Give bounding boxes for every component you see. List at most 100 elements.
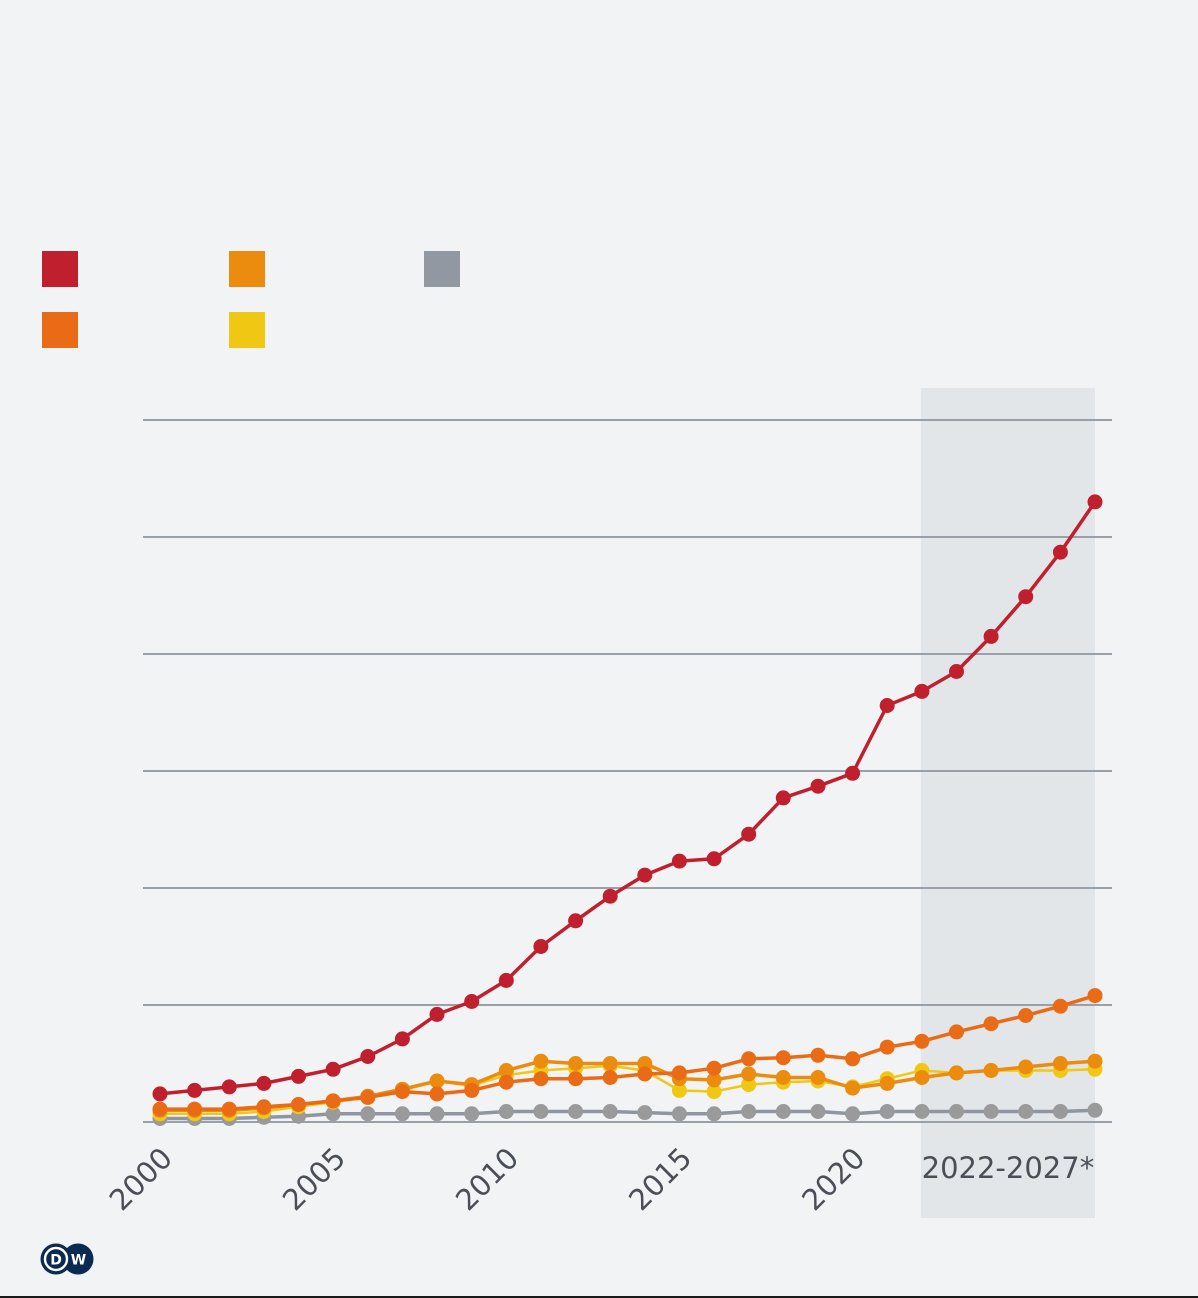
data-point-yellow-2017[interactable]: [741, 1077, 757, 1093]
data-point-red-2026[interactable]: [1052, 544, 1068, 560]
data-point-light-orange-2020[interactable]: [845, 1080, 861, 1096]
data-point-gray-2007[interactable]: [394, 1106, 410, 1122]
data-point-dark-orange-2016[interactable]: [706, 1060, 722, 1076]
data-point-dark-orange-2005[interactable]: [325, 1093, 341, 1109]
data-point-red-2024[interactable]: [983, 628, 999, 644]
data-point-gray-2026[interactable]: [1052, 1104, 1068, 1119]
data-point-dark-orange-2015[interactable]: [671, 1065, 687, 1081]
data-point-red-2027[interactable]: [1087, 494, 1103, 510]
data-point-red-2010[interactable]: [498, 972, 514, 988]
data-point-yellow-2016[interactable]: [706, 1084, 722, 1100]
data-point-red-2001[interactable]: [187, 1082, 203, 1098]
data-point-red-2017[interactable]: [741, 826, 757, 842]
data-point-red-2020[interactable]: [845, 765, 861, 781]
data-point-dark-orange-2022[interactable]: [914, 1033, 930, 1049]
data-point-red-2011[interactable]: [533, 939, 549, 954]
data-point-gray-2014[interactable]: [637, 1105, 653, 1121]
data-point-red-2000[interactable]: [152, 1086, 168, 1102]
data-point-gray-2009[interactable]: [464, 1106, 480, 1122]
data-point-dark-orange-2011[interactable]: [533, 1071, 549, 1087]
data-point-dark-orange-2006[interactable]: [360, 1089, 376, 1105]
data-point-dark-orange-2017[interactable]: [741, 1051, 757, 1067]
data-point-red-2013[interactable]: [602, 888, 618, 904]
data-point-gray-2025[interactable]: [1018, 1104, 1034, 1119]
data-point-dark-orange-2027[interactable]: [1087, 988, 1103, 1004]
data-point-dark-orange-2024[interactable]: [983, 1016, 999, 1032]
data-point-red-2016[interactable]: [706, 851, 722, 867]
data-point-dark-orange-2000[interactable]: [152, 1101, 168, 1117]
data-point-red-2003[interactable]: [256, 1075, 272, 1091]
data-point-gray-2021[interactable]: [879, 1104, 895, 1119]
data-point-gray-2012[interactable]: [568, 1104, 584, 1119]
data-point-dark-orange-2018[interactable]: [775, 1050, 791, 1066]
data-point-dark-orange-2026[interactable]: [1052, 998, 1068, 1014]
data-point-gray-2005[interactable]: [325, 1106, 341, 1122]
data-point-light-orange-2014[interactable]: [637, 1056, 653, 1071]
data-point-gray-2017[interactable]: [741, 1104, 757, 1119]
data-point-red-2015[interactable]: [671, 853, 687, 869]
data-point-dark-orange-2025[interactable]: [1018, 1008, 1034, 1023]
data-point-red-2005[interactable]: [325, 1061, 341, 1077]
data-point-dark-orange-2013[interactable]: [602, 1070, 618, 1085]
data-point-dark-orange-2012[interactable]: [568, 1071, 584, 1087]
data-point-red-2007[interactable]: [394, 1031, 410, 1047]
data-point-dark-orange-2014[interactable]: [637, 1066, 653, 1082]
data-point-gray-2006[interactable]: [360, 1106, 376, 1122]
data-point-red-2006[interactable]: [360, 1049, 376, 1064]
data-point-light-orange-2023[interactable]: [949, 1065, 964, 1081]
data-point-red-2018[interactable]: [775, 790, 791, 806]
data-point-red-2021[interactable]: [879, 698, 895, 713]
data-point-red-2019[interactable]: [810, 778, 826, 794]
data-point-red-2009[interactable]: [464, 994, 480, 1009]
data-point-light-orange-2013[interactable]: [602, 1056, 618, 1071]
data-point-dark-orange-2020[interactable]: [845, 1051, 861, 1067]
data-point-dark-orange-2010[interactable]: [498, 1074, 514, 1090]
data-point-gray-2024[interactable]: [983, 1104, 999, 1119]
data-point-red-2014[interactable]: [637, 867, 653, 883]
data-point-red-2002[interactable]: [221, 1079, 237, 1095]
legend-swatch-gray[interactable]: [424, 251, 460, 287]
data-point-red-2008[interactable]: [429, 1006, 445, 1022]
data-point-gray-2027[interactable]: [1087, 1102, 1103, 1118]
data-point-light-orange-2016[interactable]: [706, 1072, 722, 1088]
data-point-light-orange-2027[interactable]: [1087, 1053, 1103, 1069]
data-point-red-2012[interactable]: [568, 913, 584, 929]
data-point-gray-2013[interactable]: [602, 1104, 618, 1119]
data-point-gray-2022[interactable]: [914, 1104, 930, 1119]
data-point-gray-2023[interactable]: [949, 1104, 964, 1119]
data-point-gray-2015[interactable]: [671, 1106, 687, 1122]
data-point-gray-2016[interactable]: [706, 1106, 722, 1122]
legend-swatch-yellow[interactable]: [229, 312, 265, 348]
data-point-red-2023[interactable]: [949, 664, 964, 679]
data-point-gray-2011[interactable]: [533, 1104, 549, 1119]
data-point-dark-orange-2007[interactable]: [394, 1084, 410, 1100]
data-point-dark-orange-2009[interactable]: [464, 1082, 480, 1098]
legend-swatch-dark-orange[interactable]: [42, 312, 78, 348]
data-point-dark-orange-2021[interactable]: [879, 1039, 895, 1055]
data-point-dark-orange-2004[interactable]: [291, 1097, 306, 1112]
data-point-red-2025[interactable]: [1018, 589, 1034, 605]
data-point-dark-orange-2001[interactable]: [187, 1101, 203, 1117]
data-point-gray-2019[interactable]: [810, 1104, 826, 1119]
data-point-gray-2020[interactable]: [845, 1106, 861, 1122]
data-point-gray-2018[interactable]: [775, 1104, 791, 1119]
data-point-gray-2008[interactable]: [429, 1106, 445, 1122]
data-point-red-2004[interactable]: [291, 1068, 306, 1084]
data-point-dark-orange-2023[interactable]: [949, 1024, 964, 1040]
data-point-light-orange-2024[interactable]: [983, 1063, 999, 1078]
legend-swatch-light-orange[interactable]: [229, 251, 265, 287]
data-point-dark-orange-2002[interactable]: [221, 1101, 237, 1117]
data-point-light-orange-2025[interactable]: [1018, 1059, 1034, 1075]
data-point-light-orange-2017[interactable]: [741, 1066, 757, 1082]
data-point-red-2022[interactable]: [914, 683, 930, 699]
data-point-gray-2010[interactable]: [498, 1104, 514, 1119]
data-point-dark-orange-2019[interactable]: [810, 1047, 826, 1063]
legend-swatch-red[interactable]: [42, 251, 78, 287]
data-point-yellow-2015[interactable]: [671, 1082, 687, 1098]
data-point-light-orange-2011[interactable]: [533, 1053, 549, 1069]
data-point-light-orange-2008[interactable]: [429, 1073, 445, 1089]
data-point-light-orange-2019[interactable]: [810, 1070, 826, 1085]
data-point-dark-orange-2003[interactable]: [256, 1099, 272, 1115]
data-point-light-orange-2026[interactable]: [1052, 1056, 1068, 1071]
data-point-light-orange-2022[interactable]: [914, 1070, 930, 1085]
